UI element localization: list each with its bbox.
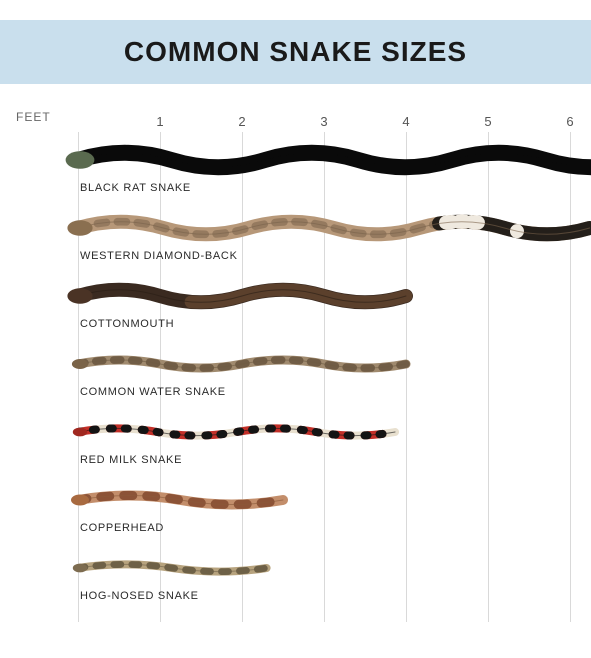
snake-row: RED MILK SNAKE (0, 414, 591, 482)
snake-graphic (78, 284, 426, 314)
tick-label: 1 (156, 114, 163, 129)
tick-label: 3 (320, 114, 327, 129)
snake-rows: BLACK RAT SNAKE WESTERN DIAMOND-BACK COTTO… (0, 142, 591, 618)
tick-label: 2 (238, 114, 245, 129)
snake-label: BLACK RAT SNAKE (80, 182, 191, 194)
tick-label: 5 (484, 114, 491, 129)
snake-row: COTTONMOUTH (0, 278, 591, 346)
snake-graphic (78, 148, 565, 178)
snake-label: COMMON WATER SNAKE (80, 386, 226, 398)
snake-row: COPPERHEAD (0, 482, 591, 550)
page-title: COMMON SNAKE SIZES (124, 36, 467, 68)
tick-label: 4 (402, 114, 409, 129)
snake-row: WESTERN DIAMOND-BACK (0, 210, 591, 278)
snake-label: COTTONMOUTH (80, 318, 174, 330)
snake-graphic (78, 352, 344, 382)
tick-label: 6 (566, 114, 573, 129)
snake-row: COMMON WATER SNAKE (0, 346, 591, 414)
snake-graphic (78, 216, 524, 246)
axis-label: FEET (16, 110, 51, 124)
snake-label: HOG-NOSED SNAKE (80, 590, 199, 602)
snake-graphic (78, 488, 303, 518)
title-bar: COMMON SNAKE SIZES (0, 20, 591, 84)
snake-row: HOG-NOSED SNAKE (0, 550, 591, 618)
snake-graphic (78, 420, 336, 450)
snake-label: COPPERHEAD (80, 522, 164, 534)
chart: FEET 1 2 3 4 5 6 BLACK RAT SNAKE WESTERN DIAMO… (0, 106, 591, 626)
snake-label: WESTERN DIAMOND-BACK (80, 250, 238, 262)
snake-graphic (78, 556, 287, 586)
snake-label: RED MILK SNAKE (80, 454, 182, 466)
snake-row: BLACK RAT SNAKE (0, 142, 591, 210)
